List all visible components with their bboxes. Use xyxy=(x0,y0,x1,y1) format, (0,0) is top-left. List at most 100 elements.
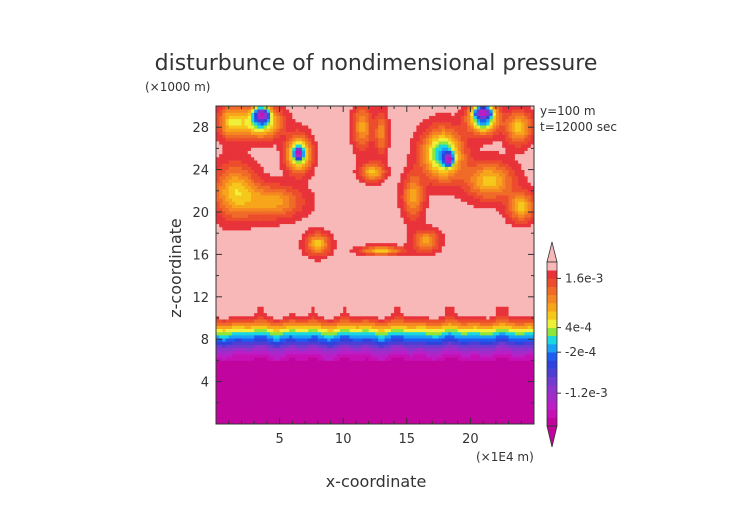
contour-cell xyxy=(343,420,347,425)
contour-cell xyxy=(451,303,455,307)
contour-cell xyxy=(254,354,258,358)
contour-cell xyxy=(527,363,532,368)
contour-cell xyxy=(464,354,468,358)
contour-cell xyxy=(387,401,392,406)
contour-cell xyxy=(365,376,370,380)
contour-cell xyxy=(266,271,271,275)
contour-cell xyxy=(514,325,519,329)
contour-cell xyxy=(276,319,280,323)
contour-cell xyxy=(241,287,246,291)
contour-cell xyxy=(451,325,455,329)
contour-cell xyxy=(495,280,500,285)
contour-cell xyxy=(521,373,525,377)
contour-cell xyxy=(371,398,376,403)
contour-cell xyxy=(524,296,529,301)
contour-cell xyxy=(381,309,385,314)
contour-cell xyxy=(425,360,430,364)
contour-cell xyxy=(441,385,446,390)
contour-cell xyxy=(527,303,532,307)
contour-cell xyxy=(467,373,471,377)
contour-cell xyxy=(511,280,516,285)
contour-cell xyxy=(486,401,490,406)
contour-cell xyxy=(250,385,255,390)
contour-cell xyxy=(409,350,414,355)
contour-cell xyxy=(359,299,363,304)
contour-cell xyxy=(314,354,319,358)
contour-cell xyxy=(387,315,392,320)
contour-cell xyxy=(476,290,481,295)
contour-cell xyxy=(336,312,341,317)
contour-cell xyxy=(422,408,427,412)
contour-cell xyxy=(451,376,455,380)
contour-cell xyxy=(511,360,516,364)
contour-cell xyxy=(400,411,405,415)
contour-cell xyxy=(228,274,233,279)
contour-cell xyxy=(495,315,500,320)
contour-cell xyxy=(340,277,344,282)
contour-cell xyxy=(333,389,338,393)
contour-cell xyxy=(432,385,436,390)
contour-cell xyxy=(508,274,513,279)
contour-cell xyxy=(406,382,411,387)
contour-cell xyxy=(314,401,319,406)
contour-cell xyxy=(308,319,312,323)
contour-cell xyxy=(416,312,420,317)
contour-cell xyxy=(492,420,497,425)
contour-cell xyxy=(308,344,312,349)
contour-cell xyxy=(489,392,494,396)
contour-cell xyxy=(238,334,242,339)
contour-cell xyxy=(406,268,411,272)
contour-cell xyxy=(486,284,490,288)
contour-cell xyxy=(228,369,233,374)
contour-cell xyxy=(381,338,385,342)
contour-cell xyxy=(470,385,474,390)
contour-cell xyxy=(301,338,306,342)
contour-cell xyxy=(254,334,258,339)
contour-cell xyxy=(298,366,303,371)
contour-cell xyxy=(320,331,325,336)
contour-cell xyxy=(336,354,341,358)
contour-cell xyxy=(355,389,360,393)
contour-cell xyxy=(352,376,357,380)
contour-cell xyxy=(476,347,481,352)
contour-cell xyxy=(527,299,532,304)
contour-cell xyxy=(470,334,474,339)
contour-cell xyxy=(400,334,405,339)
contour-cell xyxy=(476,287,481,291)
contour-cell xyxy=(470,369,474,374)
contour-cell xyxy=(518,309,522,314)
contour-cell xyxy=(387,344,392,349)
contour-cell xyxy=(473,392,478,396)
contour-fill xyxy=(216,106,535,425)
contour-cell xyxy=(320,395,325,399)
contour-cell xyxy=(479,284,484,288)
contour-cell xyxy=(467,296,471,301)
contour-cell xyxy=(451,414,455,419)
contour-cell xyxy=(340,271,344,275)
contour-cell xyxy=(527,414,532,419)
contour-cell xyxy=(419,296,424,301)
contour-cell xyxy=(320,385,325,390)
contour-cell xyxy=(340,293,344,298)
contour-cell xyxy=(244,309,249,314)
contour-cell xyxy=(378,277,382,282)
contour-cell xyxy=(384,385,389,390)
contour-cell xyxy=(314,385,319,390)
contour-cell xyxy=(225,404,230,409)
contour-cell xyxy=(387,366,392,371)
contour-cell xyxy=(441,303,446,307)
contour-cell xyxy=(349,411,354,415)
contour-cell xyxy=(435,369,439,374)
contour-cell xyxy=(483,414,487,419)
contour-cell xyxy=(390,290,395,295)
contour-cell xyxy=(320,280,325,285)
contour-cell xyxy=(514,315,519,320)
contour-cell xyxy=(371,389,376,393)
contour-cell xyxy=(486,331,490,336)
contour-cell xyxy=(273,357,277,361)
contour-cell xyxy=(457,401,462,406)
contour-cell xyxy=(381,376,385,380)
contour-cell xyxy=(320,334,325,339)
contour-cell xyxy=(381,344,385,349)
contour-cell xyxy=(403,296,408,301)
